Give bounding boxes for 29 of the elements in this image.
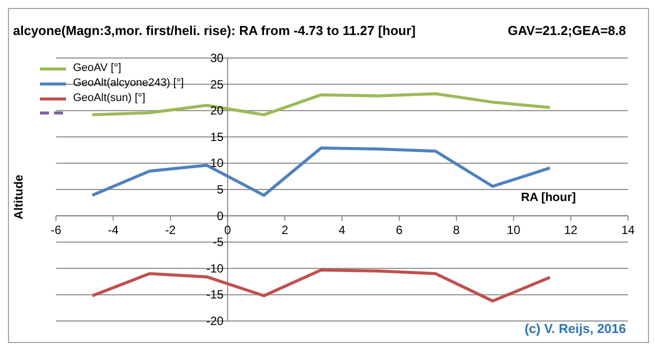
x-tick-label: 4 [338,222,346,237]
x-tick-label: 12 [564,222,578,237]
x-tick-label: 10 [506,222,521,237]
x-tick-label: 2 [281,222,288,237]
y-tick-label: 0 [216,208,224,223]
legend-label: GeoAV [°] [73,61,122,76]
y-tick-label: 10 [210,156,224,170]
y-tick-label: 15 [210,130,224,144]
y-tick-label: -20 [206,314,224,328]
legend-label: GeoAlt(alcyone243) [°] [73,76,184,91]
x-axis-title: RA [hour] [521,190,576,204]
y-axis-title: Altitude [11,174,26,220]
x-tick-label: 8 [453,222,460,237]
y-tick-label: 20 [210,104,224,118]
annotation: (c) V. Reijs, 2016 [524,321,626,336]
chart-title: alcyone(Magn:3,mor. first/heli. rise): RA from -4.73 to 11.27 [hour] [13,23,416,38]
x-tick-label: -4 [108,222,119,237]
x-tick-label: 6 [396,222,403,237]
y-tick-label: 5 [216,182,224,196]
x-tick-label: -6 [50,222,62,237]
x-tick-label: -2 [165,222,176,237]
x-tick-label: 14 [621,222,635,237]
y-tick-label: 30 [210,51,224,65]
text: GAV=21.2;GEA=8.8 [508,23,626,38]
y-tick-label: -15 [206,288,224,302]
legend-label: GeoAlt(sun) [°] [73,91,146,106]
y-tick-label: 25 [210,77,224,92]
y-tick-label: -10 [206,261,224,276]
y-tick-label: -5 [212,235,224,250]
